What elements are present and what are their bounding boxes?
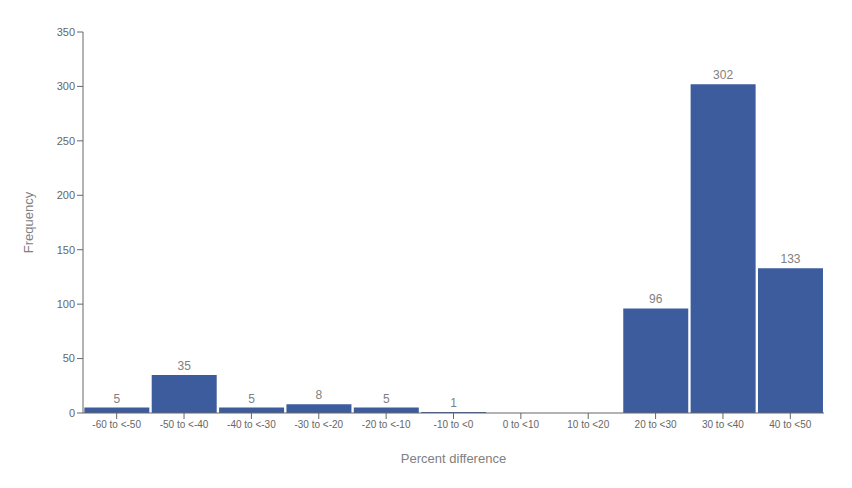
- svg-text:35: 35: [178, 359, 192, 373]
- svg-text:-40 to <-30: -40 to <-30: [227, 419, 276, 430]
- svg-text:133: 133: [780, 252, 800, 266]
- svg-text:10 to <20: 10 to <20: [567, 419, 609, 430]
- svg-text:5: 5: [114, 392, 121, 406]
- svg-text:250: 250: [57, 135, 75, 147]
- svg-text:-20 to <-10: -20 to <-10: [362, 419, 411, 430]
- svg-text:40 to <50: 40 to <50: [769, 419, 811, 430]
- svg-text:302: 302: [713, 68, 733, 82]
- svg-text:200: 200: [57, 189, 75, 201]
- svg-text:50: 50: [63, 352, 75, 364]
- svg-text:300: 300: [57, 80, 75, 92]
- svg-text:100: 100: [57, 298, 75, 310]
- svg-text:1: 1: [450, 396, 457, 410]
- svg-text:5: 5: [383, 392, 390, 406]
- svg-text:-60 to <-50: -60 to <-50: [92, 419, 141, 430]
- svg-text:350: 350: [57, 26, 75, 38]
- svg-text:96: 96: [649, 292, 663, 306]
- svg-text:5: 5: [248, 392, 255, 406]
- svg-text:Frequency: Frequency: [21, 191, 36, 253]
- svg-text:8: 8: [316, 388, 323, 402]
- svg-text:Percent difference: Percent difference: [401, 451, 506, 466]
- svg-text:30 to <40: 30 to <40: [702, 419, 744, 430]
- svg-text:0: 0: [69, 407, 75, 419]
- svg-text:0 to <10: 0 to <10: [503, 419, 540, 430]
- svg-text:-10 to <0: -10 to <0: [434, 419, 474, 430]
- svg-text:-30 to <-20: -30 to <-20: [294, 419, 343, 430]
- svg-text:-50 to <-40: -50 to <-40: [160, 419, 209, 430]
- svg-text:20 to <30: 20 to <30: [635, 419, 677, 430]
- svg-text:150: 150: [57, 244, 75, 256]
